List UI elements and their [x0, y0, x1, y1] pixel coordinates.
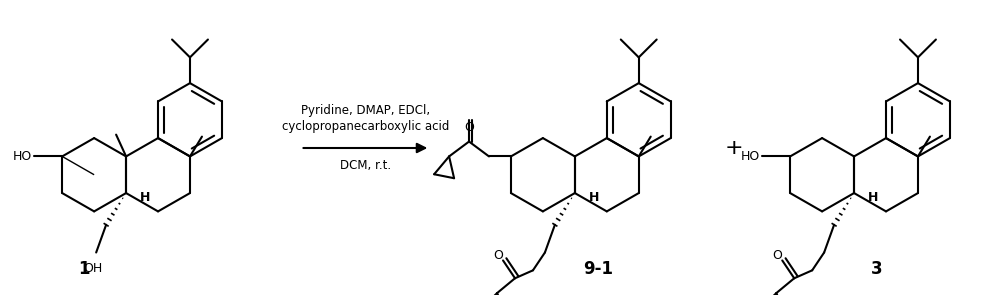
Text: HO: HO — [13, 150, 32, 163]
Text: 3: 3 — [871, 260, 883, 278]
Text: O: O — [493, 249, 503, 262]
Polygon shape — [62, 156, 94, 175]
Text: HO: HO — [741, 150, 760, 163]
Text: H: H — [868, 191, 878, 204]
Text: 1: 1 — [78, 260, 90, 278]
Text: H: H — [140, 191, 150, 204]
Text: +: + — [725, 138, 744, 158]
Text: 9-1: 9-1 — [583, 260, 613, 278]
Text: DCM, r.t.: DCM, r.t. — [340, 159, 391, 172]
Text: H: H — [589, 191, 599, 204]
Text: O: O — [464, 121, 474, 134]
Text: O: O — [772, 249, 782, 262]
Text: Pyridine, DMAP, EDCl,: Pyridine, DMAP, EDCl, — [301, 104, 430, 117]
Text: OH: OH — [84, 263, 103, 275]
Text: cyclopropanecarboxylic acid: cyclopropanecarboxylic acid — [282, 120, 449, 133]
